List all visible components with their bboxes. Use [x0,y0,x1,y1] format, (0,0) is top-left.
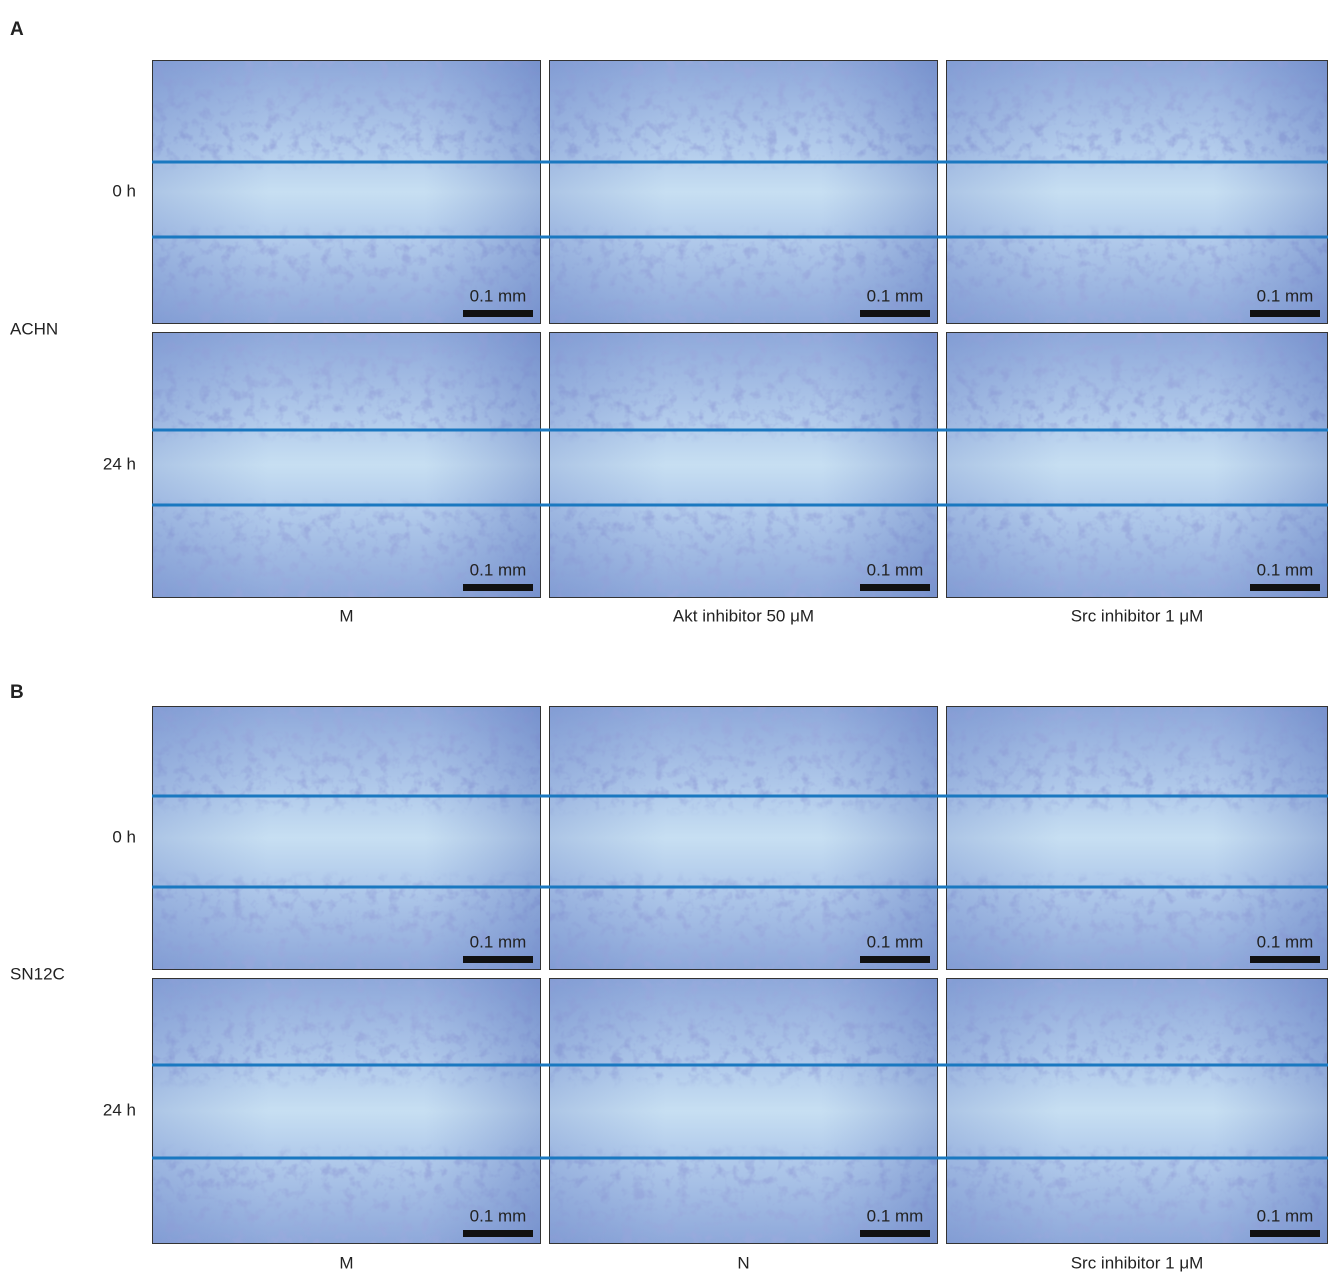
scale-bar-label: 0.1 mm [470,286,527,305]
vignette [152,978,541,1244]
micrograph: 0.1 mm [152,706,541,970]
image-border [152,332,541,598]
scale-bar-label: 0.1 mm [470,560,527,579]
column-label: M [339,1253,353,1272]
scale-bar [463,584,533,591]
micrograph: 0.1 mm [946,332,1328,598]
micrograph: 0.1 mm [549,978,938,1244]
column-label: M [339,606,353,625]
scale-bar [1250,956,1320,963]
row-label: 24 h [103,454,136,473]
scale-bar [1250,1230,1320,1237]
vignette [946,706,1328,970]
scale-bar [860,956,930,963]
scale-bar-label: 0.1 mm [1257,286,1314,305]
vignette [549,706,938,970]
image-border [549,60,938,324]
column-label: N [737,1253,749,1272]
panel-label: A [10,19,24,40]
vignette [549,978,938,1244]
micrograph: 0.1 mm [152,978,541,1244]
micrograph: 0.1 mm [549,706,938,970]
vignette [946,978,1328,1244]
micrograph: 0.1 mm [946,706,1328,970]
column-label: Src inhibitor 1 μM [1071,606,1204,625]
scale-bar-label: 0.1 mm [867,560,924,579]
scale-bar [860,1230,930,1237]
scale-bar-label: 0.1 mm [470,1206,527,1225]
micrograph: 0.1 mm [152,332,541,598]
vignette [549,332,938,598]
vignette [152,332,541,598]
scale-bar-label: 0.1 mm [1257,560,1314,579]
image-border [152,978,541,1244]
micrograph: 0.1 mm [152,60,541,324]
micrograph: 0.1 mm [946,60,1328,324]
image-border [549,332,938,598]
vignette [946,332,1328,598]
scale-bar [860,310,930,317]
scale-bar-label: 0.1 mm [867,1206,924,1225]
micrograph: 0.1 mm [946,978,1328,1244]
micrograph: 0.1 mm [549,332,938,598]
scale-bar-label: 0.1 mm [867,932,924,951]
image-border [152,706,541,970]
row-label: 0 h [112,827,136,846]
vignette [152,706,541,970]
scale-bar [463,310,533,317]
column-label: Akt inhibitor 50 μM [673,606,814,625]
vignette [152,60,541,324]
image-border [549,978,938,1244]
scale-bar [860,584,930,591]
scale-bar [1250,584,1320,591]
vignette [946,60,1328,324]
panel-label: B [10,682,24,703]
scale-bar [463,956,533,963]
scale-bar-label: 0.1 mm [1257,932,1314,951]
micrograph: 0.1 mm [549,60,938,324]
scale-bar-label: 0.1 mm [1257,1206,1314,1225]
scale-bar [1250,310,1320,317]
image-border [152,60,541,324]
scale-bar-label: 0.1 mm [470,932,527,951]
column-label: Src inhibitor 1 μM [1071,1253,1204,1272]
row-label: 24 h [103,1100,136,1119]
cell-line-label: ACHN [10,319,58,338]
image-border [549,706,938,970]
vignette [549,60,938,324]
row-label: 0 h [112,181,136,200]
cell-line-label: SN12C [10,964,65,983]
scale-bar [463,1230,533,1237]
scale-bar-label: 0.1 mm [867,286,924,305]
